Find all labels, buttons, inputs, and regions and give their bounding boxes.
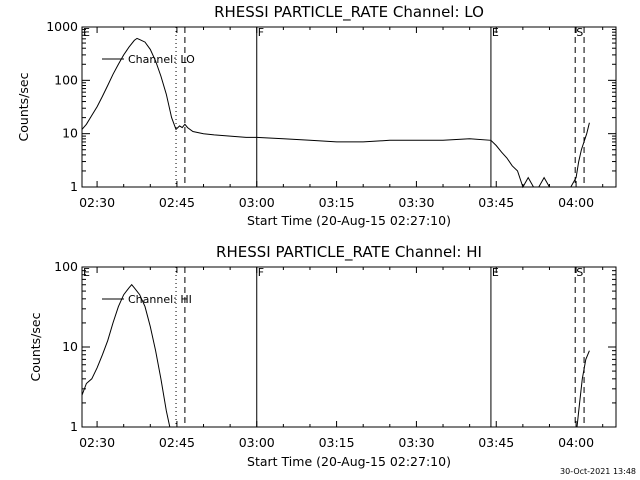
x-tick-label: 03:15 bbox=[319, 435, 355, 450]
event-marker-label: E bbox=[492, 266, 499, 279]
y-tick-label: 100 bbox=[54, 72, 78, 87]
x-tick-label: 03:15 bbox=[319, 195, 355, 210]
event-marker-label: E bbox=[83, 266, 90, 279]
x-tick-label: 04:00 bbox=[558, 195, 594, 210]
event-marker-label: F bbox=[258, 26, 264, 39]
event-marker-label: S bbox=[576, 266, 583, 279]
series-line bbox=[81, 37, 590, 189]
x-tick-label: 02:30 bbox=[79, 195, 115, 210]
event-marker-label: S bbox=[576, 26, 583, 39]
x-tick-label: 02:30 bbox=[79, 435, 115, 450]
y-tick-label: 1 bbox=[70, 419, 78, 434]
hi-channel-panel: RHESSI PARTICLE_RATE Channel: HI 02:30 02:… bbox=[28, 243, 617, 469]
y-tick-label: 10 bbox=[62, 126, 78, 141]
y-tick-label: 100 bbox=[54, 259, 78, 274]
x-axis-label: Start Time (20-Aug-15 02:27:10) bbox=[247, 213, 451, 228]
x-axis-label: Start Time (20-Aug-15 02:27:10) bbox=[247, 454, 451, 469]
legend-label: Channel: LO bbox=[128, 53, 195, 66]
x-tick-label: 03:00 bbox=[239, 435, 275, 450]
lo-channel-panel: RHESSI PARTICLE_RATE Channel: LO 02:30 02:… bbox=[16, 3, 617, 228]
plot-frame bbox=[81, 266, 617, 428]
y-tick-label: 1 bbox=[70, 179, 78, 194]
y-axis-label: Counts/sec bbox=[28, 312, 43, 381]
y-tick-label: 10 bbox=[62, 339, 78, 354]
x-tick-label: 02:45 bbox=[159, 195, 195, 210]
x-tick-label: 03:45 bbox=[478, 435, 514, 450]
timestamp-text: 30-Oct-2021 13:48 bbox=[560, 467, 636, 476]
x-tick-label: 04:00 bbox=[558, 435, 594, 450]
y-axis-label: Counts/sec bbox=[16, 72, 31, 141]
chart-title: RHESSI PARTICLE_RATE Channel: LO bbox=[214, 3, 484, 22]
series-line bbox=[81, 283, 171, 428]
x-tick-label: 02:45 bbox=[159, 435, 195, 450]
x-tick-label: 03:00 bbox=[239, 195, 275, 210]
plot-frame bbox=[81, 26, 617, 188]
event-marker-label: E bbox=[83, 26, 90, 39]
event-marker-label: E bbox=[492, 26, 499, 39]
x-tick-label: 03:30 bbox=[398, 195, 434, 210]
chart-title: RHESSI PARTICLE_RATE Channel: HI bbox=[216, 243, 482, 262]
legend-label: Channel: HI bbox=[128, 293, 192, 306]
x-tick-label: 03:45 bbox=[478, 195, 514, 210]
event-marker-label: F bbox=[258, 266, 264, 279]
y-tick-label: 1000 bbox=[46, 19, 78, 34]
series-line bbox=[576, 350, 590, 428]
x-tick-label: 03:30 bbox=[398, 435, 434, 450]
